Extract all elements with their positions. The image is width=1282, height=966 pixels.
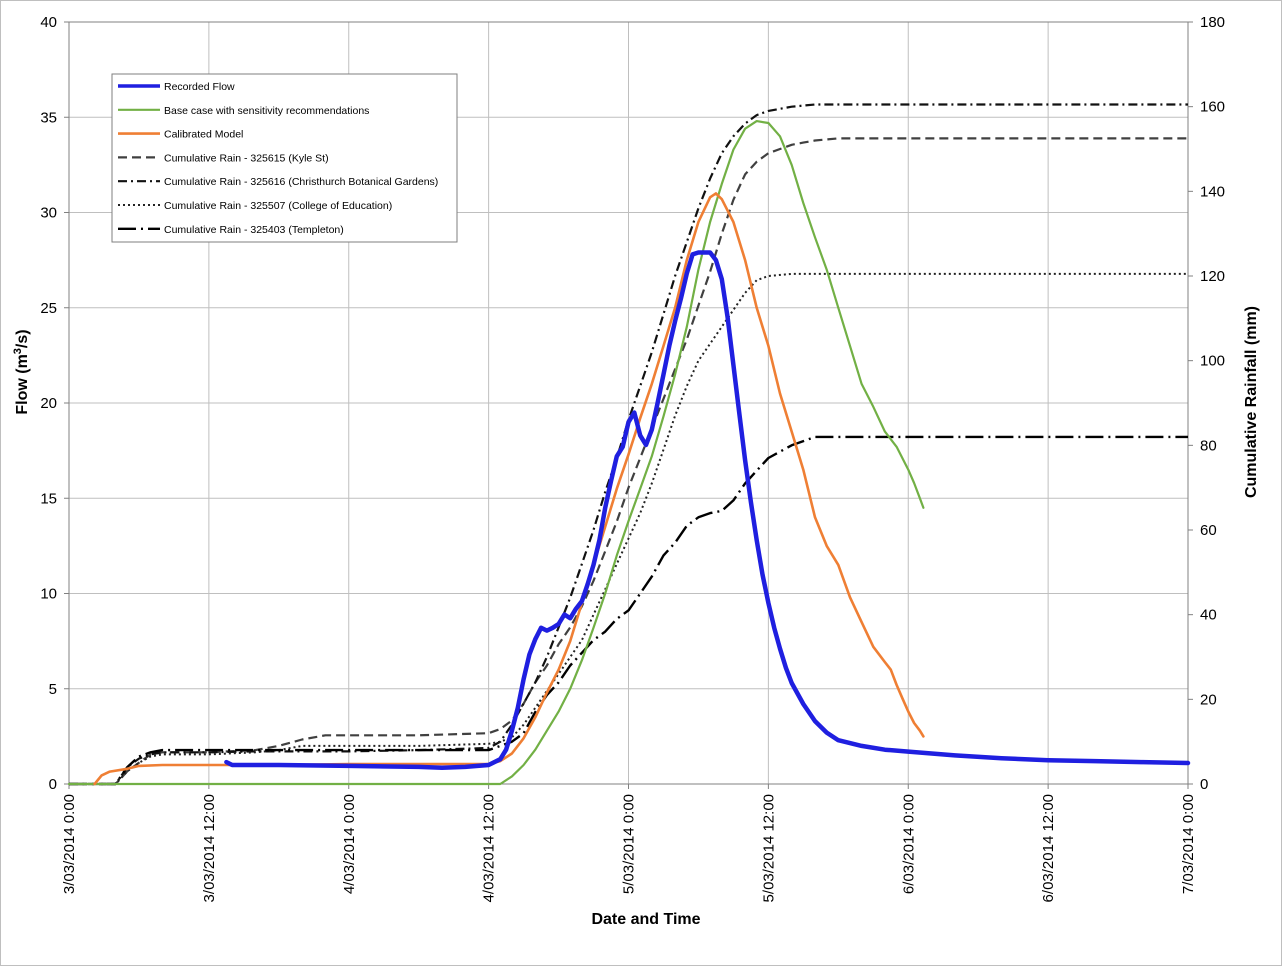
series-group xyxy=(67,103,1191,786)
y-right-tick-label: 40 xyxy=(1200,607,1217,624)
y-left-tick-label: 30 xyxy=(40,205,57,222)
series-line-5 xyxy=(69,272,1188,785)
y-left-tick-label: 20 xyxy=(40,395,57,412)
y-right-tick-label: 60 xyxy=(1200,522,1217,539)
legend-label-6: Cumulative Rain - 325403 (Templeton) xyxy=(164,224,344,236)
series-line-0 xyxy=(224,250,1191,771)
legend-label-4: Cumulative Rain - 325616 (Christhurch Bo… xyxy=(164,176,438,188)
y-right-tick-label: 140 xyxy=(1200,183,1225,200)
y-left-tick-label: 15 xyxy=(40,490,57,507)
series-line-1 xyxy=(67,120,925,786)
y-left-tick-label: 0 xyxy=(49,776,57,793)
x-tick-label: 3/03/2014 0:00 xyxy=(61,794,78,894)
y-axis-left-label: Flow (m3/s) xyxy=(12,329,31,414)
legend-label-2: Calibrated Model xyxy=(164,129,243,141)
x-tick-label: 6/03/2014 0:00 xyxy=(900,794,917,894)
legend-box xyxy=(111,73,458,243)
tick-labels: 0 5 10 15 20 25 30 35 40 0 20 40 60 80 100 120 140 160 180… xyxy=(40,14,1225,902)
series-line-4 xyxy=(69,103,1188,786)
y-right-tick-label: 100 xyxy=(1200,353,1225,370)
plot-area xyxy=(68,21,1189,785)
x-tick-label: 4/03/2014 12:00 xyxy=(481,794,498,902)
x-tick-label: 6/03/2014 12:00 xyxy=(1040,794,1057,902)
legend-label-3: Cumulative Rain - 325615 (Kyle St) xyxy=(164,152,329,164)
series-line-3 xyxy=(69,137,1188,786)
y-right-tick-label: 180 xyxy=(1200,14,1225,31)
legend-label-1: Base case with sensitivity recommendatio… xyxy=(164,105,369,117)
y-left-tick-label: 25 xyxy=(40,300,57,317)
plot-border xyxy=(68,21,1189,785)
series-line-6 xyxy=(69,435,1188,786)
y-left-tick-label: 10 xyxy=(40,586,57,603)
x-axis-label: Date and Time xyxy=(591,911,700,928)
y-right-tick-label: 80 xyxy=(1200,437,1217,454)
legend-label-5: Cumulative Rain - 325507 (College of Edu… xyxy=(164,200,392,212)
x-tick-label: 7/03/2014 0:00 xyxy=(1180,794,1197,894)
x-tick-label: 4/03/2014 0:00 xyxy=(341,794,358,894)
y-right-tick-label: 120 xyxy=(1200,268,1225,285)
y-left-tick-label: 5 xyxy=(49,681,57,698)
legend-label-0: Recorded Flow xyxy=(164,81,235,93)
y-left-tick-label: 35 xyxy=(40,109,57,126)
y-axis-right-label: Cumulative Rainfall (mm) xyxy=(1243,306,1260,498)
y-right-tick-label: 0 xyxy=(1200,776,1208,793)
x-tick-label: 3/03/2014 12:00 xyxy=(201,794,218,902)
y-right-tick-label: 20 xyxy=(1200,691,1217,708)
legend: Recorded Flow Base case with sensitivity … xyxy=(111,73,458,243)
y-left-tick-label: 40 xyxy=(40,14,57,31)
x-tick-label: 5/03/2014 12:00 xyxy=(760,794,777,902)
series-line-2 xyxy=(93,192,925,786)
x-tick-label: 5/03/2014 0:00 xyxy=(621,794,638,894)
y-right-tick-label: 160 xyxy=(1200,99,1225,116)
